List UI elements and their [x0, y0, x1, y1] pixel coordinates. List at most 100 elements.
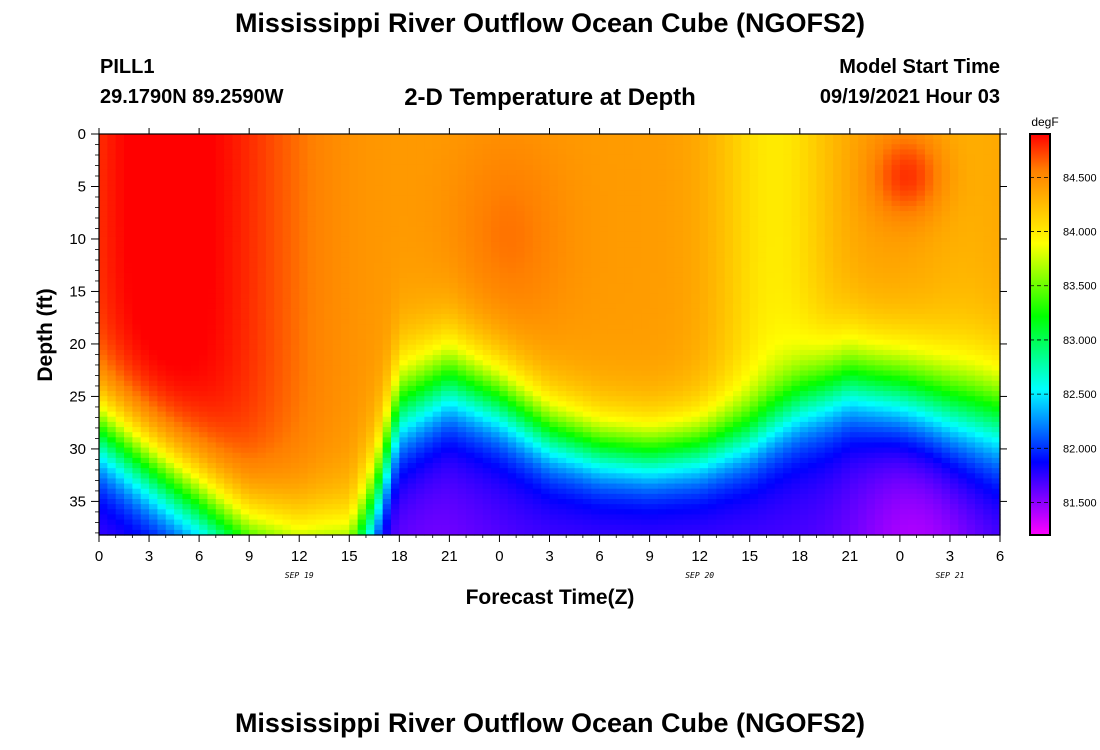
heatmap-cell [132, 211, 142, 217]
heatmap-cell [691, 216, 701, 222]
heatmap-cell [482, 236, 492, 243]
heatmap-cell [232, 226, 242, 233]
heatmap-cell [716, 349, 726, 356]
heatmap-cell [124, 226, 133, 233]
heatmap-cell [340, 298, 350, 305]
heatmap-cell [682, 164, 692, 171]
heatmap-cell [607, 211, 617, 217]
heatmap-cell [883, 190, 893, 197]
heatmap-cell [390, 247, 400, 253]
heatmap-cell [766, 334, 776, 341]
heatmap-cell [774, 355, 784, 361]
heatmap-cell [649, 277, 659, 284]
heatmap-cell [441, 277, 450, 284]
heatmap-cell [290, 277, 300, 284]
heatmap-cell [282, 283, 292, 289]
heatmap-cell [599, 252, 609, 258]
heatmap-cell [866, 139, 876, 145]
heatmap-cell [741, 216, 751, 222]
heatmap-cell [416, 288, 425, 294]
heatmap-cell [115, 154, 125, 161]
heatmap-cell [966, 139, 976, 145]
heatmap-cell [507, 149, 517, 156]
heatmap-cell [824, 267, 834, 274]
heatmap-cell [240, 247, 250, 253]
heatmap-cell [991, 175, 1001, 181]
heatmap-cell [716, 216, 726, 222]
heatmap-cell [249, 365, 259, 372]
heatmap-cell [399, 303, 409, 310]
heatmap-cell [641, 339, 651, 346]
heatmap-cell [916, 205, 926, 212]
heatmap-cell [691, 154, 701, 161]
heatmap-cell [741, 344, 751, 351]
heatmap-cell [399, 344, 409, 351]
heatmap-cell [924, 283, 934, 289]
heatmap-cell [507, 154, 517, 161]
heatmap-cell [966, 339, 976, 346]
heatmap-cell [974, 277, 984, 284]
heatmap-cell [666, 339, 676, 346]
heatmap-cell [99, 169, 108, 176]
heatmap-cell [966, 231, 976, 238]
heatmap-cell [257, 200, 267, 207]
heatmap-cell [624, 226, 634, 233]
heatmap-cell [441, 334, 450, 341]
heatmap-cell [791, 349, 801, 356]
heatmap-cell [474, 308, 484, 315]
heatmap-cell [282, 231, 292, 238]
heatmap-cell [532, 334, 542, 341]
heatmap-cell [524, 272, 534, 279]
heatmap-cell [390, 144, 400, 151]
heatmap-cell [232, 298, 242, 305]
heatmap-cell [340, 164, 350, 171]
heatmap-cell [557, 169, 567, 176]
heatmap-cell [582, 149, 592, 156]
heatmap-cell [199, 180, 209, 187]
heatmap-cell [941, 211, 951, 217]
heatmap-cell [883, 236, 893, 243]
heatmap-cell [666, 134, 676, 140]
heatmap-cell [824, 252, 834, 258]
heatmap-cell [474, 169, 484, 176]
heatmap-cell [224, 211, 234, 217]
heatmap-cell [441, 319, 450, 325]
heatmap-cell [699, 169, 709, 176]
heatmap-cell [357, 313, 367, 320]
heatmap-cell [115, 144, 125, 151]
heatmap-cell [941, 205, 951, 212]
heatmap-cell [290, 216, 300, 222]
heatmap-cell [607, 180, 617, 187]
heatmap-cell [432, 324, 442, 330]
heatmap-cell [616, 139, 626, 145]
heatmap-cell [507, 211, 517, 217]
heatmap-cell [499, 344, 509, 351]
heatmap-cell [641, 241, 651, 248]
heatmap-cell [107, 144, 117, 151]
heatmap-cell [991, 344, 1001, 351]
heatmap-cell [399, 272, 409, 279]
heatmap-cell [549, 236, 559, 243]
heatmap-cell [449, 329, 459, 336]
heatmap-cell [649, 355, 659, 361]
heatmap-cell [491, 365, 501, 372]
heatmap-cell [382, 205, 392, 212]
heatmap-cell [149, 339, 158, 346]
heatmap-cell [174, 257, 184, 264]
heatmap-cell [182, 319, 192, 325]
heatmap-cell [140, 319, 150, 325]
heatmap-cell [124, 200, 133, 207]
heatmap-cell [541, 257, 551, 264]
heatmap-cell [457, 298, 467, 305]
heatmap-cell [174, 339, 184, 346]
heatmap-cell [549, 339, 559, 346]
heatmap-cell [966, 185, 976, 192]
heatmap-cell [758, 164, 767, 171]
heatmap-cell [908, 200, 918, 207]
heatmap-cell [140, 231, 150, 238]
heatmap-cell [132, 339, 142, 346]
heatmap-cell [791, 267, 801, 274]
heatmap-cell [616, 257, 626, 264]
heatmap-cell [190, 169, 200, 176]
heatmap-cell [491, 200, 501, 207]
